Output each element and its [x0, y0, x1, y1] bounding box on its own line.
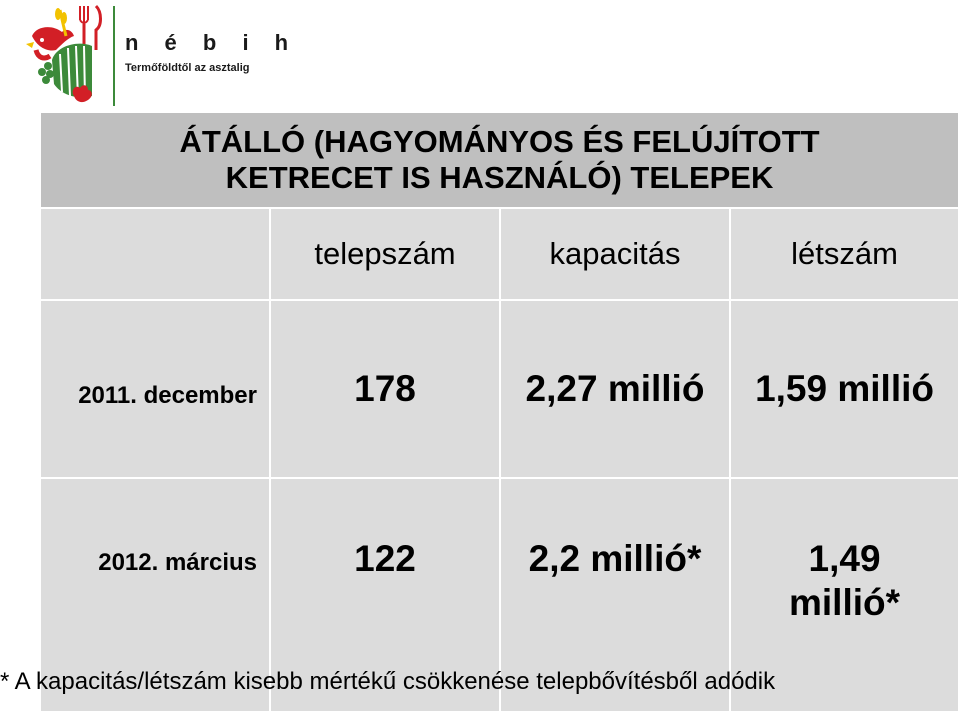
- table-row: 2012. március 122 2,2 millió* 1,49 milli…: [41, 479, 960, 713]
- nebih-emblem-icon: [26, 4, 115, 106]
- row-kapacitas: 2,2 millió*: [501, 479, 731, 713]
- row-letszam: 1,59 millió: [731, 301, 960, 479]
- table-title: ÁTÁLLÓ (HAGYOMÁNYOS ÉS FELÚJÍTOTT KETREC…: [41, 113, 960, 209]
- table-row: 2011. december 178 2,27 millió 1,59 mill…: [41, 301, 960, 479]
- header-empty-cell: [41, 209, 271, 301]
- row-letszam-line2: millió*: [789, 582, 901, 623]
- row-letszam: 1,49 millió*: [731, 479, 960, 713]
- logo-name: n é b i h: [125, 30, 299, 55]
- row-date: 2011. december: [41, 301, 271, 479]
- table-title-line2: KETRECET IS HASZNÁLÓ) TELEPEK: [225, 160, 774, 195]
- header-row: telepszám kapacitás létszám: [41, 209, 960, 301]
- row-letszam-line1: 1,49: [808, 538, 881, 579]
- logo-tagline: Termőföldtől az asztalig: [125, 62, 250, 74]
- row-telepszam: 122: [271, 479, 501, 713]
- row-kapacitas: 2,27 millió: [501, 301, 731, 479]
- footnote: * A kapacitás/létszám kisebb mértékű csö…: [0, 668, 776, 695]
- row-date: 2012. március: [41, 479, 271, 713]
- header-telepszam: telepszám: [271, 209, 501, 301]
- header-kapacitas: kapacitás: [501, 209, 731, 301]
- header-letszam: létszám: [731, 209, 960, 301]
- table-title-line1: ÁTÁLLÓ (HAGYOMÁNYOS ÉS FELÚJÍTOTT: [179, 124, 820, 159]
- row-telepszam: 178: [271, 301, 501, 479]
- nebih-logo: n é b i h Termőföldtől az asztalig: [22, 0, 288, 112]
- telepek-table: ÁTÁLLÓ (HAGYOMÁNYOS ÉS FELÚJÍTOTT KETREC…: [41, 113, 960, 713]
